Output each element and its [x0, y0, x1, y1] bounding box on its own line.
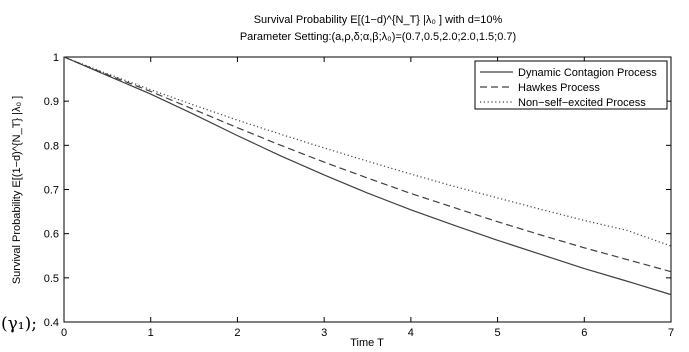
- x-axis: 0 1 2 3 4 5 6 7: [61, 57, 674, 339]
- series-line-1: [63, 56, 672, 273]
- y-axis: 0.4 0.5 0.6 0.7 0.8 0.9 1: [44, 52, 671, 329]
- series-line-0: [63, 56, 672, 296]
- y-tick-label: 0.7: [44, 185, 59, 197]
- y-tick-label: 0.9: [44, 96, 59, 108]
- x-tick-label: 6: [581, 327, 587, 339]
- x-tick-label: 7: [668, 327, 674, 339]
- x-tick-label: 0: [61, 327, 67, 339]
- legend-label: Dynamic Contagion Process: [518, 67, 657, 79]
- x-tick-label: 1: [148, 327, 154, 339]
- x-axis-label: Time T: [350, 337, 384, 349]
- y-axis-label: Survival Probability E[(1−d)^{N_T} |λ₀ ]: [11, 96, 23, 284]
- side-math-text: (γ₁);: [1, 314, 37, 334]
- x-tick-label: 3: [321, 327, 327, 339]
- legend: Dynamic Contagion Process Hawkes Process N…: [474, 60, 668, 110]
- y-tick-label: 0.8: [44, 140, 59, 152]
- y-tick-label: 1: [53, 52, 59, 64]
- series-lines: [63, 56, 672, 296]
- x-tick-label: 5: [495, 327, 501, 339]
- x-tick-label: 4: [408, 327, 414, 339]
- legend-label: Non−self−excited Process: [518, 97, 646, 109]
- y-tick-label: 0.4: [44, 317, 59, 329]
- x-tick-label: 2: [234, 327, 240, 339]
- y-tick-label: 0.6: [44, 229, 59, 241]
- y-tick-label: 0.5: [44, 273, 59, 285]
- chart-title: Survival Probability E[(1−d)^{N_T} |λ₀ ]…: [254, 14, 503, 26]
- legend-label: Hawkes Process: [518, 82, 600, 94]
- legend-box: [474, 60, 668, 110]
- chart-subtitle: Parameter Setting:(a,ρ,δ;α,β;λ₀)=(0.7,0.…: [240, 31, 516, 43]
